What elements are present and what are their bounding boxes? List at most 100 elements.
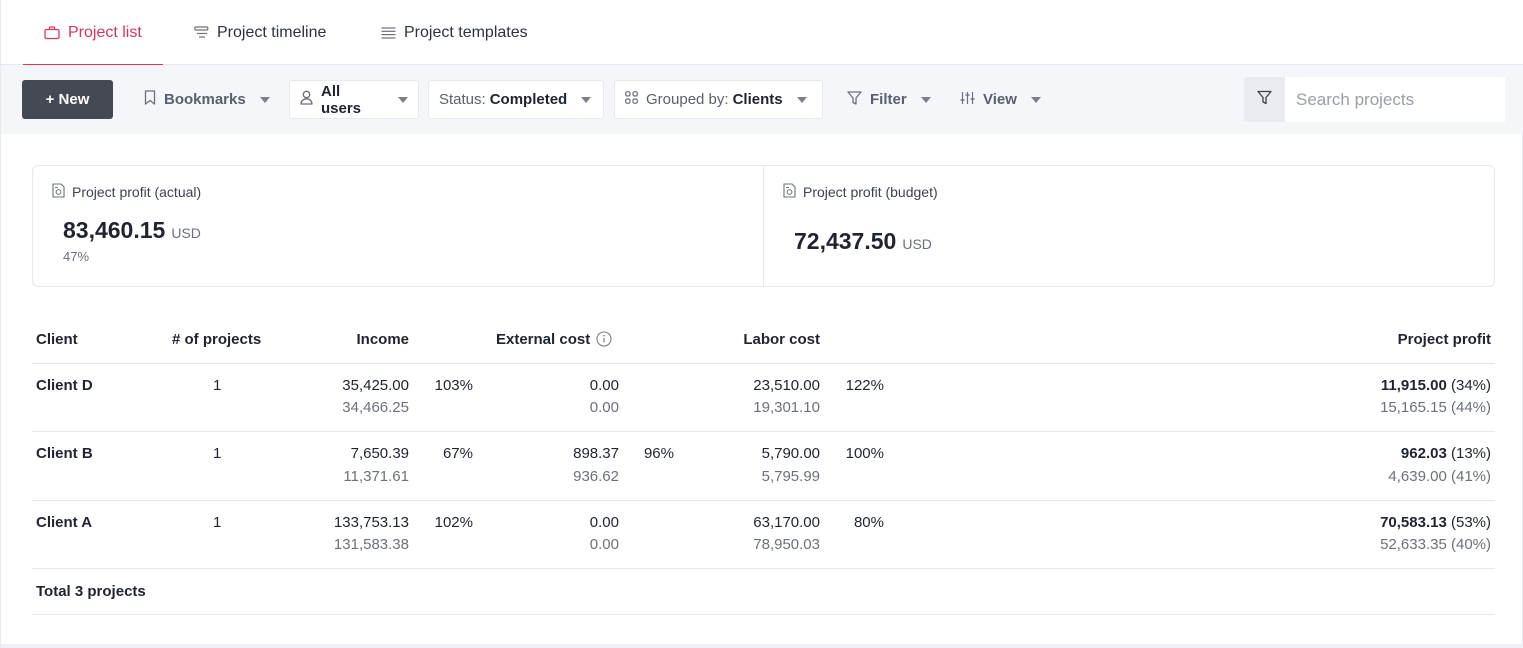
profit-budget: 15,165.15 (44%) — [1380, 399, 1491, 416]
bookmark-icon — [144, 90, 156, 109]
users-label: All users — [321, 82, 362, 117]
status-dropdown[interactable]: Status: Completed — [428, 80, 604, 119]
labor-budget: 5,795.99 — [761, 468, 820, 485]
status-value: Completed — [489, 91, 568, 108]
table-row[interactable]: Client B 1 7,650.39 11,371.61 67% 898.37… — [32, 432, 1495, 501]
grouped-by-dropdown[interactable]: Grouped by: Clients — [614, 80, 823, 119]
income-actual: 7,650.39 — [350, 445, 409, 462]
income-actual: 35,425.00 — [342, 377, 409, 394]
labor-budget: 78,950.03 — [753, 536, 820, 553]
tab-project-timeline[interactable]: Project timeline — [194, 0, 326, 65]
view-dropdown[interactable]: View — [950, 80, 1051, 119]
new-project-button[interactable]: + New — [22, 80, 113, 119]
tab-bar: Project list Project timeline Project te… — [1, 0, 1523, 66]
status-prefix: Status: — [439, 91, 486, 108]
labor-percent: 100% — [845, 445, 884, 462]
table-row[interactable]: Client A 1 133,753.13 131,583.38 102% 0.… — [32, 501, 1495, 569]
money-doc-icon — [52, 183, 65, 201]
filter-dropdown[interactable]: Filter — [837, 80, 941, 119]
chevron-down-icon — [259, 96, 270, 103]
profit-actual: 962.03 (13%) — [1400, 445, 1491, 462]
profit-budget-card: Project profit (budget) 72,437.50 USD — [764, 166, 1494, 286]
user-icon — [300, 90, 313, 109]
chevron-down-icon — [920, 96, 931, 103]
card-title: Project profit (budget) — [783, 183, 938, 201]
external-budget: 936.62 — [573, 468, 619, 485]
external-budget: 0.00 — [589, 536, 619, 553]
profit-actual-percent: 47% — [63, 249, 90, 264]
view-label: View — [983, 91, 1017, 108]
tab-label: Project list — [68, 23, 142, 41]
profit-actual: 70,583.13 (53%) — [1380, 514, 1491, 531]
table-total-row: Total 3 projects — [32, 569, 1495, 615]
projects-table: Client # of projects Income External cos… — [32, 318, 1495, 615]
tab-project-templates[interactable]: Project templates — [381, 0, 528, 65]
labor-percent: 122% — [845, 377, 884, 394]
users-dropdown[interactable]: All users — [289, 80, 419, 119]
project-count: 1 — [213, 445, 222, 462]
project-count: 1 — [213, 377, 222, 394]
income-budget: 11,371.61 — [343, 468, 409, 485]
labor-actual: 5,790.00 — [761, 445, 820, 462]
group-icon — [625, 91, 638, 108]
grouped-value: Clients — [732, 91, 783, 108]
money-doc-icon — [783, 183, 796, 201]
client-name[interactable]: Client D — [36, 377, 93, 394]
income-percent: 67% — [442, 445, 473, 462]
bookmarks-dropdown[interactable]: Bookmarks — [134, 80, 280, 119]
search-box — [1244, 77, 1505, 122]
client-name[interactable]: Client B — [36, 445, 93, 462]
profit-budget: 4,639.00 (41%) — [1388, 468, 1491, 485]
profit-actual-value: 83,460.15 USD — [63, 217, 201, 243]
labor-percent: 80% — [853, 514, 884, 531]
bookmarks-label: Bookmarks — [164, 91, 246, 108]
external-actual: 0.00 — [589, 377, 619, 394]
total-label: Total 3 projects — [36, 583, 146, 600]
briefcase-icon — [44, 25, 60, 40]
external-actual: 0.00 — [589, 514, 619, 531]
chevron-down-icon — [1030, 96, 1041, 103]
search-filter-button[interactable] — [1244, 77, 1285, 122]
income-budget: 34,466.25 — [342, 399, 409, 416]
bottom-divider — [1, 644, 1523, 648]
profit-budget-value: 72,437.50 USD — [794, 228, 932, 254]
timeline-icon — [194, 26, 209, 39]
card-title: Project profit (actual) — [52, 183, 201, 201]
client-name[interactable]: Client A — [36, 514, 93, 531]
col-project-profit[interactable]: Project profit — [1397, 331, 1491, 348]
external-percent: 96% — [643, 445, 674, 462]
profit-actual-card: Project profit (actual) 83,460.15 USD 47… — [33, 166, 764, 286]
filter-label: Filter — [870, 91, 907, 108]
filter-icon — [847, 90, 862, 109]
external-budget: 0.00 — [589, 399, 619, 416]
profit-budget: 52,633.35 (40%) — [1380, 536, 1491, 553]
funnel-icon — [1257, 90, 1272, 109]
info-icon[interactable] — [596, 331, 612, 351]
col-income[interactable]: Income — [356, 331, 409, 348]
toolbar: + New Bookmarks All users Status: Comple… — [1, 65, 1523, 134]
labor-actual: 23,510.00 — [753, 377, 820, 394]
chevron-down-icon — [796, 96, 807, 103]
table-row[interactable]: Client D 1 35,425.00 34,466.25 103% 0.00… — [32, 364, 1495, 432]
col-labor-cost[interactable]: Labor cost — [743, 331, 820, 348]
col-external-cost[interactable]: External cost — [496, 331, 612, 351]
project-count: 1 — [213, 514, 222, 531]
table-header: Client # of projects Income External cos… — [32, 318, 1495, 364]
col-projects[interactable]: # of projects — [172, 331, 262, 348]
labor-budget: 19,301.10 — [753, 399, 820, 416]
external-actual: 898.37 — [573, 445, 619, 462]
tab-label: Project timeline — [217, 23, 327, 41]
profit-summary: Project profit (actual) 83,460.15 USD 47… — [32, 165, 1495, 287]
income-budget: 131,583.38 — [333, 536, 409, 553]
search-input[interactable] — [1285, 77, 1505, 122]
labor-actual: 63,170.00 — [753, 514, 820, 531]
col-client[interactable]: Client — [36, 331, 78, 348]
tab-project-list[interactable]: Project list — [23, 0, 163, 66]
income-percent: 102% — [434, 514, 473, 531]
income-percent: 103% — [434, 377, 473, 394]
profit-actual: 11,915.00 (34%) — [1380, 377, 1491, 394]
income-actual: 133,753.13 — [333, 514, 409, 531]
chevron-down-icon — [581, 96, 592, 103]
tab-label: Project templates — [404, 23, 528, 41]
